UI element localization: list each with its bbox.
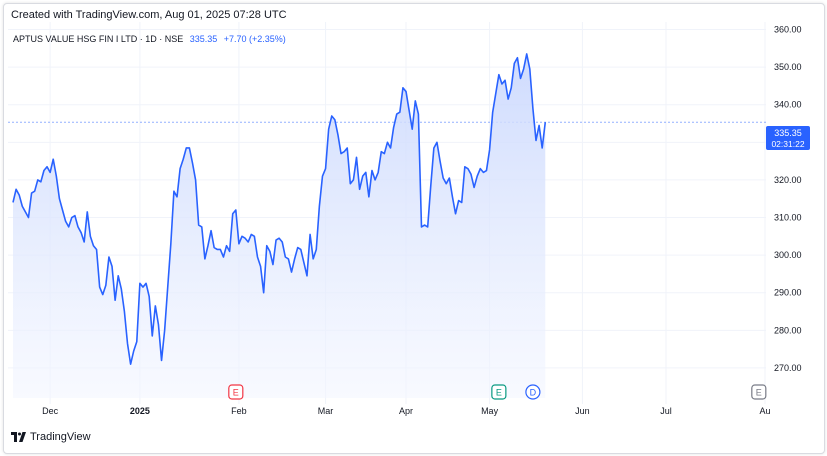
footer-brand-label: TradingView — [30, 431, 91, 443]
legend: APTUS VALUE HSG FIN I LTD · 1D · NSE 335… — [13, 34, 286, 44]
x-tick-label: 2025 — [130, 406, 150, 416]
price-area — [13, 53, 546, 399]
y-tick-label: 340.00 — [774, 100, 802, 110]
event-marker-label: E — [496, 388, 502, 398]
earnings-marker[interactable]: E — [491, 384, 507, 400]
dividend-marker[interactable]: D — [525, 384, 541, 400]
tradingview-logo-icon — [11, 432, 26, 442]
x-tick-label: Mar — [318, 406, 334, 416]
earnings-marker[interactable]: E — [751, 384, 767, 400]
price-badge: 335.35 02:31:22 — [766, 126, 810, 150]
last-price-value: 335.35 — [190, 34, 218, 44]
y-tick-label: 360.00 — [774, 25, 802, 35]
badge-countdown: 02:31:22 — [771, 139, 804, 149]
badge-price: 335.35 — [774, 128, 802, 138]
x-tick-label: Au — [759, 406, 770, 416]
x-tick-label: Jul — [660, 406, 672, 416]
price-change-value: +7.70 (+2.35%) — [224, 34, 286, 44]
event-marker-label: D — [530, 388, 537, 398]
y-tick-label: 270.00 — [774, 363, 802, 373]
y-tick-label: 300.00 — [774, 250, 802, 260]
y-axis: 360.00350.00340.00330.00320.00310.00300.… — [774, 25, 802, 373]
y-tick-label: 350.00 — [774, 62, 802, 72]
x-tick-label: Feb — [231, 406, 247, 416]
earnings-marker[interactable]: E — [228, 384, 244, 400]
symbol-label: APTUS VALUE HSG FIN I LTD · 1D · NSE — [13, 34, 183, 44]
footer-brand[interactable]: TradingView — [11, 431, 91, 443]
event-marker-label: E — [233, 388, 239, 398]
x-tick-label: Dec — [42, 406, 59, 416]
y-tick-label: 320.00 — [774, 175, 802, 185]
created-caption: Created with TradingView.com, Aug 01, 20… — [11, 9, 287, 21]
y-tick-label: 290.00 — [774, 288, 802, 298]
svg-text:APTUS VALUE HSG FIN I LTD · 1D: APTUS VALUE HSG FIN I LTD · 1D · NSE 335… — [13, 34, 286, 44]
x-tick-label: May — [481, 406, 499, 416]
x-tick-label: Apr — [399, 406, 413, 416]
y-tick-label: 310.00 — [774, 213, 802, 223]
event-marker-label: E — [756, 388, 762, 398]
x-tick-label: Jun — [575, 406, 590, 416]
y-tick-label: 280.00 — [774, 325, 802, 335]
price-line[interactable] — [12, 53, 547, 365]
x-axis: Dec 2025 Feb Mar Apr May Jun Jul Au — [42, 406, 770, 416]
